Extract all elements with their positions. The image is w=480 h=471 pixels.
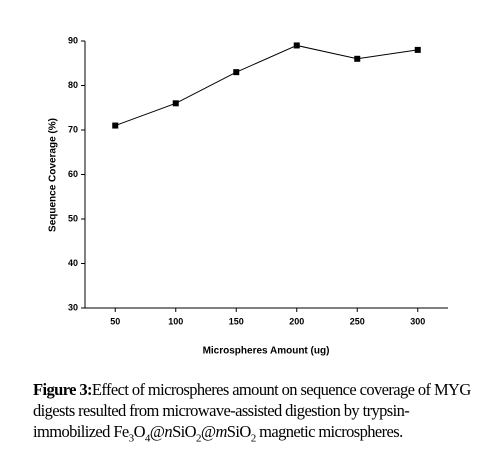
formula-part: Fe bbox=[113, 422, 129, 441]
y-tick-label: 70 bbox=[68, 124, 78, 134]
y-axis-label: Sequence Coverage (%) bbox=[48, 118, 59, 232]
y-tick-label: 30 bbox=[68, 302, 78, 312]
chart: Microspheres Amount (ug) Sequence Covera… bbox=[48, 35, 448, 357]
formula-part: n bbox=[164, 422, 173, 441]
y-tick-label: 60 bbox=[68, 169, 78, 179]
formula-part: 3 bbox=[128, 432, 134, 445]
formula-part: @ bbox=[149, 422, 165, 441]
x-tick-label: 150 bbox=[229, 316, 244, 326]
x-tick-label: 300 bbox=[410, 316, 425, 326]
figure-caption: Figure 3:Effect of microspheres amount o… bbox=[33, 379, 473, 445]
caption-ending: magnetic microspheres. bbox=[259, 422, 403, 441]
x-tick-label: 50 bbox=[110, 316, 120, 326]
data-point bbox=[172, 100, 179, 107]
formula-part: m bbox=[215, 422, 227, 441]
caption-label: Figure 3: bbox=[33, 380, 93, 399]
x-axis-label: Microspheres Amount (ug) bbox=[203, 346, 330, 357]
formula-part: 4 bbox=[144, 432, 150, 445]
y-tick-label: 80 bbox=[68, 80, 78, 90]
data-point bbox=[233, 69, 240, 76]
formula-part: O bbox=[133, 422, 146, 441]
x-tick-label: 100 bbox=[168, 316, 183, 326]
data-point bbox=[293, 42, 300, 49]
formula-part: 2 bbox=[195, 432, 201, 445]
caption-text: Effect of microspheres amount on sequenc… bbox=[33, 380, 471, 441]
data-line bbox=[115, 44, 418, 127]
y-tick-label: 90 bbox=[68, 35, 78, 45]
caption-formula: Fe3O4@nSiO2@mSiO2 bbox=[113, 422, 256, 445]
y-tick-label: 40 bbox=[68, 258, 78, 268]
x-tick-label: 200 bbox=[289, 316, 304, 326]
data-point bbox=[414, 46, 421, 53]
formula-part: SiO bbox=[172, 422, 196, 441]
data-point bbox=[112, 122, 119, 129]
formula-part: SiO bbox=[226, 422, 251, 441]
x-tick-label: 250 bbox=[350, 316, 365, 326]
y-tick-label: 50 bbox=[68, 213, 78, 223]
formula-part: @ bbox=[200, 422, 216, 441]
formula-part: 2 bbox=[250, 432, 256, 445]
data-point bbox=[354, 55, 361, 62]
